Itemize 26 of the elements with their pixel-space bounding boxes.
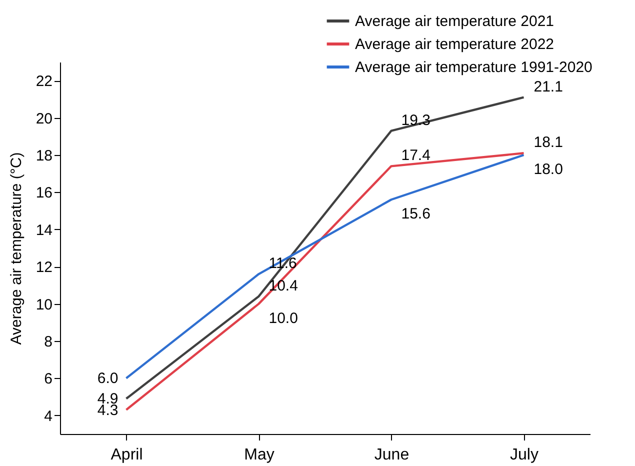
- x-tick-label: April: [110, 446, 143, 464]
- y-tick-label: 8: [44, 334, 52, 350]
- legend-label: Average air temperature 2022: [355, 36, 554, 53]
- y-tick-label: 16: [36, 184, 52, 202]
- data-label: 17.4: [401, 147, 430, 164]
- y-tick-label: 4: [44, 408, 52, 425]
- y-tick-label: 14: [36, 222, 52, 239]
- data-label: 18.0: [534, 161, 563, 178]
- legend-label: Average air temperature 1991-2020: [355, 59, 592, 76]
- y-tick-label: 12: [36, 259, 52, 276]
- data-label: 6.0: [97, 370, 118, 388]
- legend-label: Average air temperature 2021: [355, 13, 554, 30]
- data-label: 15.6: [401, 206, 430, 223]
- y-tick-label: 22: [36, 73, 52, 90]
- data-label: 18.1: [534, 134, 563, 152]
- x-tick-label: June: [374, 446, 410, 464]
- y-tick-label: 18: [36, 148, 52, 164]
- x-tick-label: July: [510, 446, 538, 464]
- y-tick-label: 20: [36, 110, 52, 128]
- data-label: 10.0: [268, 310, 298, 327]
- y-axis-title: Average air temperature (°C): [8, 152, 25, 345]
- data-label: 21.1: [534, 78, 563, 96]
- y-tick-label: 10: [36, 296, 52, 314]
- y-tick-label: 6: [44, 370, 52, 388]
- x-tick-label: May: [244, 446, 274, 464]
- line-series: [125, 96, 525, 400]
